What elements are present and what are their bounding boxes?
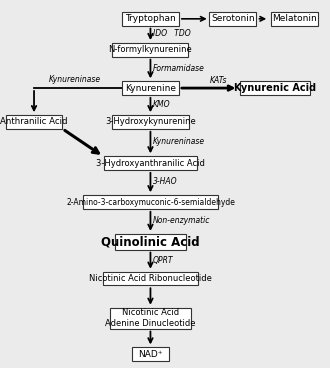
- FancyBboxPatch shape: [104, 156, 197, 170]
- Text: Formamidase: Formamidase: [153, 64, 205, 73]
- FancyBboxPatch shape: [240, 81, 310, 95]
- Text: 3-Hydroxyanthranilic Acid: 3-Hydroxyanthranilic Acid: [96, 159, 205, 167]
- Text: Nicotinic Acid Ribonucleotide: Nicotinic Acid Ribonucleotide: [89, 274, 212, 283]
- Text: Quinolinic Acid: Quinolinic Acid: [101, 235, 200, 248]
- FancyBboxPatch shape: [82, 195, 218, 209]
- Text: Anthranilic Acid: Anthranilic Acid: [0, 117, 68, 127]
- Text: Kynureninase: Kynureninase: [49, 75, 101, 84]
- Text: IDO   TDO: IDO TDO: [153, 29, 190, 39]
- Text: Serotonin: Serotonin: [211, 14, 255, 23]
- FancyBboxPatch shape: [6, 115, 62, 129]
- Text: KATs: KATs: [210, 76, 228, 85]
- Text: Kynurenine: Kynurenine: [125, 84, 176, 93]
- Text: KMO: KMO: [153, 100, 170, 109]
- FancyBboxPatch shape: [271, 12, 318, 26]
- Text: Kynurenic Acid: Kynurenic Acid: [234, 83, 316, 93]
- FancyBboxPatch shape: [210, 12, 256, 26]
- FancyBboxPatch shape: [132, 347, 169, 361]
- FancyBboxPatch shape: [110, 308, 191, 329]
- Text: Kynureninase: Kynureninase: [153, 137, 205, 146]
- Text: 3-HAO: 3-HAO: [153, 177, 177, 186]
- FancyBboxPatch shape: [122, 12, 179, 26]
- Text: Tryptophan: Tryptophan: [125, 14, 176, 23]
- Text: NAD⁺: NAD⁺: [138, 350, 163, 359]
- FancyBboxPatch shape: [113, 43, 188, 57]
- FancyBboxPatch shape: [112, 115, 189, 129]
- Text: QPRT: QPRT: [153, 256, 173, 265]
- Text: Melatonin: Melatonin: [272, 14, 317, 23]
- Text: Non-enzymatic: Non-enzymatic: [153, 216, 210, 225]
- Text: N-formylkynurenine: N-formylkynurenine: [109, 45, 192, 54]
- FancyBboxPatch shape: [115, 234, 186, 250]
- FancyBboxPatch shape: [103, 272, 198, 285]
- FancyBboxPatch shape: [122, 81, 179, 95]
- Text: Nicotinic Acid
Adenine Dinucleotide: Nicotinic Acid Adenine Dinucleotide: [105, 308, 196, 328]
- Text: 3-Hydroxykynurenine: 3-Hydroxykynurenine: [105, 117, 196, 127]
- Text: 2-Amino-3-carboxymuconic-6-semialdehyde: 2-Amino-3-carboxymuconic-6-semialdehyde: [66, 198, 235, 206]
